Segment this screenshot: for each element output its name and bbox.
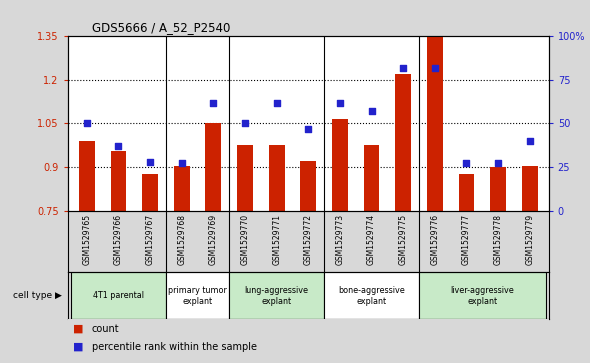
Point	[209, 99, 218, 105]
Bar	[205, 123, 221, 211]
Bar	[490, 167, 506, 211]
Text: GSM1529776: GSM1529776	[430, 213, 440, 265]
Point	[367, 108, 376, 114]
Text: GSM1529767: GSM1529767	[146, 213, 155, 265]
Text: ■: ■	[73, 342, 83, 352]
Bar	[174, 166, 189, 211]
Bar	[427, 36, 442, 211]
Text: GSM1529774: GSM1529774	[367, 213, 376, 265]
Text: GSM1529770: GSM1529770	[241, 213, 250, 265]
Text: GSM1529765: GSM1529765	[83, 213, 91, 265]
Bar	[237, 145, 253, 211]
Point	[177, 160, 186, 166]
Point	[114, 143, 123, 149]
Bar	[522, 166, 537, 211]
Bar	[166, 272, 229, 319]
Point	[303, 126, 313, 131]
Point	[82, 121, 91, 126]
Text: percentile rank within the sample: percentile rank within the sample	[92, 342, 257, 352]
Text: GSM1529771: GSM1529771	[272, 213, 281, 265]
Bar	[324, 272, 419, 319]
Point	[145, 159, 155, 165]
Bar	[419, 272, 546, 319]
Text: primary tumor
explant: primary tumor explant	[168, 286, 227, 306]
Text: GSM1529769: GSM1529769	[209, 213, 218, 265]
Text: GDS5666 / A_52_P2540: GDS5666 / A_52_P2540	[92, 21, 230, 34]
Text: GSM1529766: GSM1529766	[114, 213, 123, 265]
Bar	[363, 145, 379, 211]
Text: bone-aggressive
explant: bone-aggressive explant	[338, 286, 405, 306]
Bar	[229, 272, 324, 319]
Point	[430, 65, 440, 70]
Text: GSM1529773: GSM1529773	[335, 213, 345, 265]
Text: lung-aggressive
explant: lung-aggressive explant	[245, 286, 309, 306]
Point	[493, 160, 503, 166]
Text: 4T1 parental: 4T1 parental	[93, 291, 144, 300]
Bar	[142, 174, 158, 211]
Bar	[300, 161, 316, 211]
Bar	[458, 174, 474, 211]
Point	[335, 99, 345, 105]
Text: GSM1529775: GSM1529775	[399, 213, 408, 265]
Point	[272, 99, 281, 105]
Text: ■: ■	[73, 323, 83, 334]
Text: cell type ▶: cell type ▶	[13, 291, 62, 300]
Point	[398, 65, 408, 70]
Text: GSM1529778: GSM1529778	[494, 213, 503, 265]
Text: GSM1529779: GSM1529779	[525, 213, 534, 265]
Text: liver-aggressive
explant: liver-aggressive explant	[450, 286, 514, 306]
Text: GSM1529768: GSM1529768	[177, 213, 186, 265]
Point	[240, 121, 250, 126]
Bar	[110, 151, 126, 211]
Text: count: count	[92, 323, 120, 334]
Point	[525, 138, 535, 144]
Bar	[71, 272, 166, 319]
Bar	[332, 119, 348, 211]
Text: GSM1529772: GSM1529772	[304, 213, 313, 265]
Point	[462, 160, 471, 166]
Bar	[395, 74, 411, 211]
Text: GSM1529777: GSM1529777	[462, 213, 471, 265]
Bar	[268, 145, 284, 211]
Bar	[79, 141, 95, 211]
